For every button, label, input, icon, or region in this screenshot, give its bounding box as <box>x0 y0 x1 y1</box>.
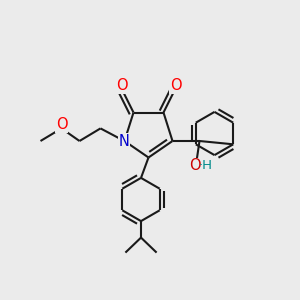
Text: O: O <box>170 78 181 93</box>
Text: N: N <box>118 134 129 148</box>
Text: ·H: ·H <box>199 159 212 172</box>
Text: O: O <box>56 117 67 132</box>
Text: O: O <box>116 78 127 93</box>
Text: O: O <box>189 158 201 173</box>
